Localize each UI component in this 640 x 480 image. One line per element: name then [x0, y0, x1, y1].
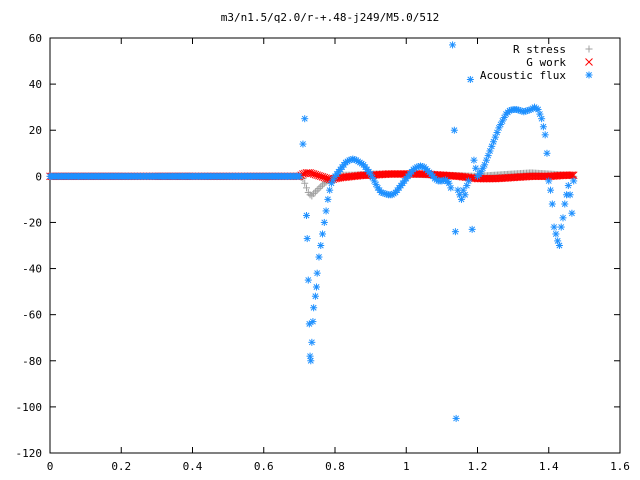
- data-point: [301, 179, 309, 187]
- data-point: [541, 131, 549, 139]
- data-point: [450, 126, 458, 134]
- data-point: [306, 191, 314, 199]
- data-point: [468, 225, 476, 233]
- data-point: [301, 115, 309, 123]
- y-tick-label: -60: [22, 309, 42, 322]
- y-tick-label: -120: [16, 447, 43, 460]
- data-point: [566, 191, 574, 199]
- data-point: [538, 115, 546, 123]
- data-point: [539, 123, 547, 131]
- data-point: [457, 195, 465, 203]
- axes: 0 0.2 0.4 0.6 0.8 1 1.2 1.4 1.6 60 40 20 0 -20 -40 -60 -…: [16, 32, 630, 473]
- data-point: [307, 357, 315, 365]
- data-point: [309, 318, 317, 326]
- data-point: [543, 149, 551, 157]
- y-tick-label: -80: [22, 355, 42, 368]
- legend-label: G work: [526, 56, 566, 69]
- data-point: [561, 200, 569, 208]
- data-point: [304, 276, 312, 284]
- data-point: [317, 242, 325, 249]
- data-point: [470, 156, 478, 164]
- x-tick-label: 0.8: [325, 460, 345, 473]
- data-point: [568, 171, 577, 180]
- y-tick-label: 0: [35, 170, 42, 183]
- data-point: [568, 209, 576, 217]
- data-point: [472, 164, 480, 172]
- data-point: [465, 177, 473, 185]
- data-point: [306, 352, 314, 360]
- data-point: [305, 320, 313, 328]
- data-point: [550, 223, 558, 231]
- data-point: [447, 184, 455, 192]
- data-point: [295, 172, 303, 180]
- x-tick-label: 1: [403, 460, 410, 473]
- y-tick-label: -100: [16, 401, 43, 414]
- data-point: [315, 184, 323, 192]
- data-point: [451, 228, 459, 236]
- data-point: [557, 223, 565, 231]
- data-point: [466, 76, 474, 83]
- x-tick-label: 0.4: [183, 460, 203, 473]
- y-tick-label: 60: [29, 32, 42, 45]
- x-tick-label: 0: [47, 460, 54, 473]
- legend-marker: [585, 58, 593, 66]
- data-point: [449, 41, 457, 49]
- data-point: [559, 214, 567, 222]
- y-tick-label: -20: [22, 216, 42, 229]
- legend-label: R stress: [513, 43, 566, 56]
- data-point: [312, 283, 320, 291]
- data-point: [461, 191, 469, 199]
- data-point: [566, 171, 575, 180]
- data-point: [548, 200, 556, 208]
- plot-marks: [46, 41, 578, 422]
- data-point: [555, 242, 563, 249]
- x-tick-label: 0.6: [254, 460, 274, 473]
- data-point: [547, 186, 555, 194]
- series-3: [46, 41, 578, 422]
- data-point: [320, 179, 328, 187]
- data-point: [303, 184, 310, 192]
- data-point: [299, 140, 307, 148]
- data-point: [303, 235, 311, 243]
- data-point: [317, 183, 325, 191]
- x-tick-label: 1.4: [539, 460, 559, 473]
- x-tick-label: 0.2: [111, 460, 131, 473]
- data-point: [315, 253, 323, 261]
- chart-title: m3/n1.5/q2.0/r-+.48-j249/M5.0/512: [221, 11, 440, 24]
- data-point: [326, 186, 334, 194]
- data-point: [303, 212, 310, 220]
- y-tick-label: -40: [22, 263, 42, 276]
- data-point: [545, 177, 553, 185]
- data-point: [324, 195, 332, 203]
- legend-label: Acoustic flux: [480, 69, 566, 82]
- data-point: [569, 171, 578, 180]
- data-point: [570, 177, 578, 185]
- y-tick-label: 40: [29, 78, 42, 91]
- legend-marker: [585, 71, 593, 79]
- data-point: [497, 120, 505, 128]
- data-point: [311, 188, 319, 196]
- data-point: [311, 292, 319, 300]
- data-point: [319, 230, 327, 238]
- x-tick-label: 1.6: [610, 460, 630, 473]
- data-point: [308, 338, 316, 346]
- data-point: [320, 218, 328, 226]
- data-point: [313, 186, 321, 194]
- y-tick-label: 20: [29, 124, 42, 137]
- data-point: [452, 414, 460, 422]
- data-point: [552, 230, 560, 238]
- data-point: [319, 181, 327, 189]
- data-point: [310, 304, 318, 312]
- legend-marker: [585, 45, 593, 53]
- data-point: [322, 207, 330, 215]
- data-point: [310, 190, 318, 198]
- data-point: [564, 182, 572, 190]
- x-tick-label: 1.2: [468, 460, 488, 473]
- data-point: [313, 269, 321, 277]
- plot-frame: [49, 37, 621, 454]
